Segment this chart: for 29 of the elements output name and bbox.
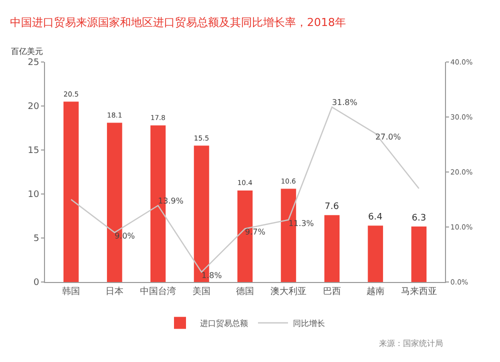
y-axis-title: 百亿美元 bbox=[11, 47, 43, 56]
y-tick-label: 25 bbox=[28, 58, 40, 68]
y-tick-label: 5 bbox=[33, 234, 40, 244]
x-tick-label: 马来西亚 bbox=[400, 286, 437, 297]
legend-label: 同比增长 bbox=[293, 319, 325, 328]
x-tick-label: 日本 bbox=[106, 286, 124, 297]
legend-label: 进口贸易总额 bbox=[200, 319, 248, 328]
x-tick-label: 美国 bbox=[192, 286, 211, 297]
data-label: 27.0% bbox=[375, 132, 402, 142]
bar bbox=[324, 215, 340, 282]
x-tick-label: 德国 bbox=[236, 286, 254, 297]
bar bbox=[411, 226, 427, 282]
x-tick-label: 中国台湾 bbox=[140, 286, 176, 297]
y-tick-label: 10 bbox=[28, 190, 40, 200]
x-tick-label: 越南 bbox=[366, 286, 384, 297]
y-tick-label: 20 bbox=[28, 102, 40, 112]
x-tick-label: 澳大利亚 bbox=[270, 286, 306, 297]
chart-title: 中国进口贸易来源国家和地区进口贸易总额及其同比增长率，2018年 bbox=[10, 16, 346, 29]
bar bbox=[63, 102, 79, 282]
data-label: 7.6 bbox=[324, 202, 340, 212]
data-label: 31.8% bbox=[332, 98, 358, 108]
data-label: 6.3 bbox=[412, 214, 426, 224]
y-tick-label: 15 bbox=[28, 146, 40, 156]
y-tick-label: 0 bbox=[33, 278, 40, 288]
data-label: 6.4 bbox=[368, 212, 383, 223]
bar bbox=[368, 226, 384, 282]
x-tick-label: 巴西 bbox=[322, 286, 341, 297]
x-tick-label: 韩国 bbox=[62, 286, 80, 297]
source-note: 来源：国家统计局 bbox=[379, 339, 443, 348]
